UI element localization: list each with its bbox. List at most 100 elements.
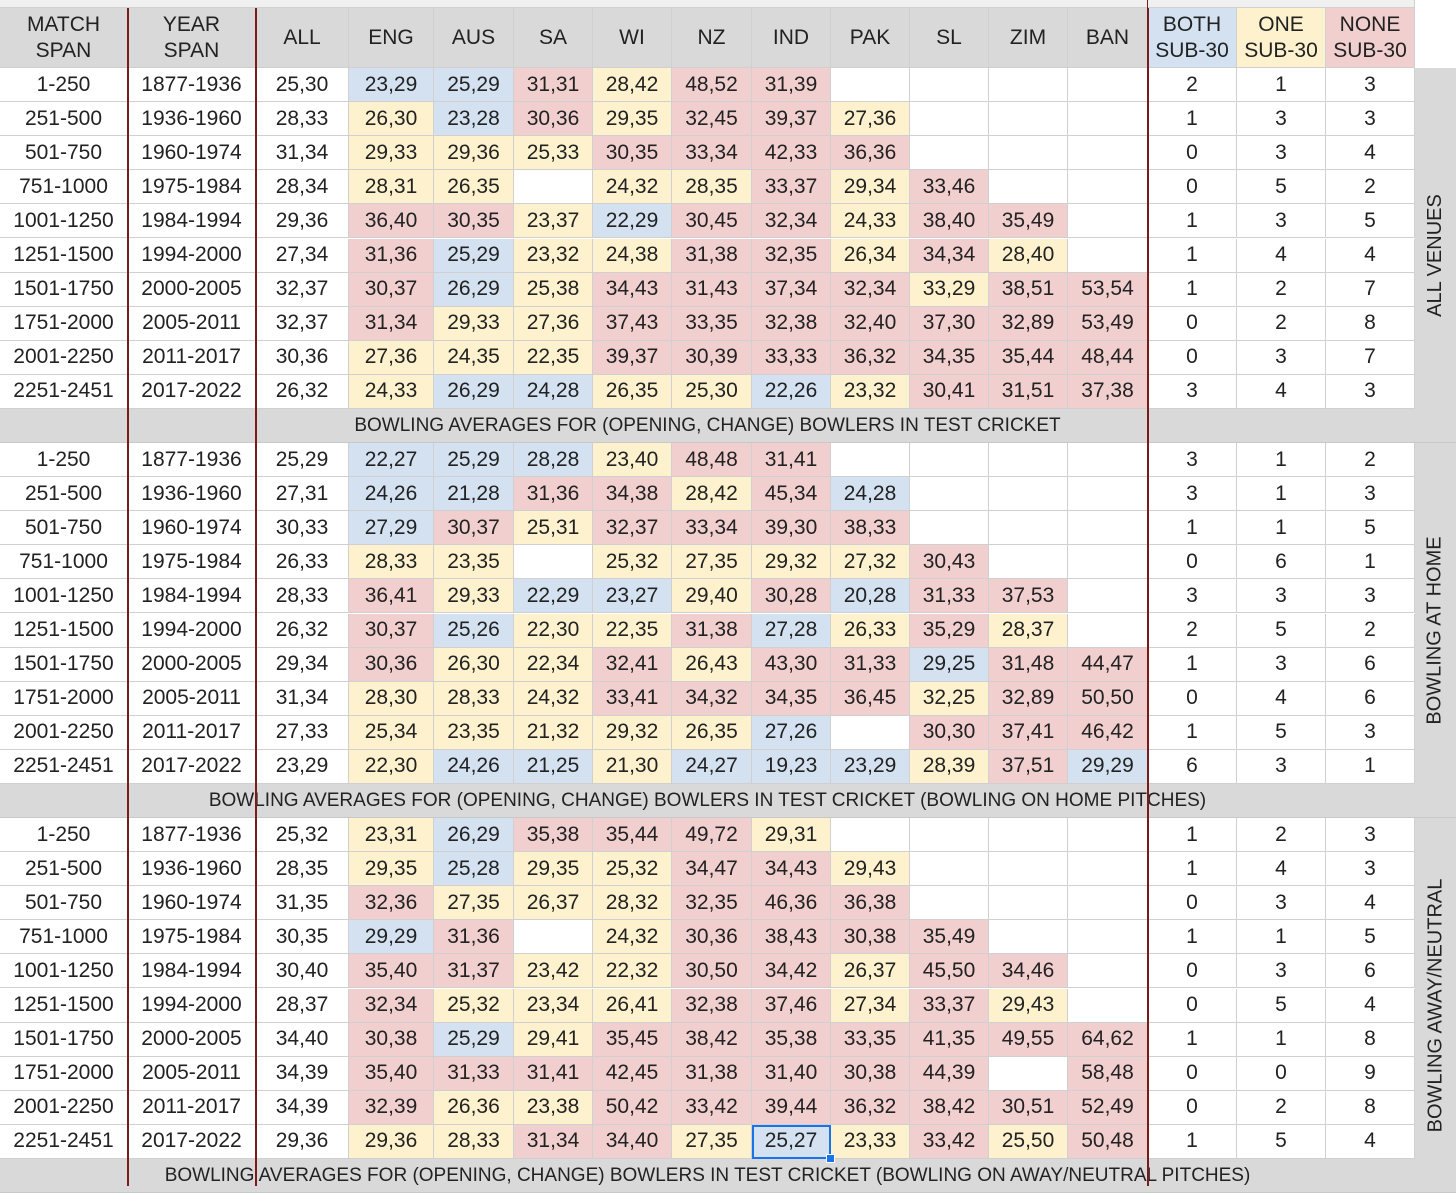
cell-none-sub30[interactable]: 3 <box>1326 477 1415 512</box>
cell-all[interactable]: 26,32 <box>256 613 349 648</box>
cell-year-span[interactable]: 1984-1994 <box>128 954 256 989</box>
cell-one-sub30[interactable]: 3 <box>1237 886 1326 921</box>
cell-all[interactable]: 30,40 <box>256 954 349 989</box>
cell-all[interactable]: 32,37 <box>256 272 349 307</box>
cell-aus[interactable]: 29,33 <box>434 306 514 341</box>
cell-aus[interactable]: 26,29 <box>434 374 514 409</box>
cell-all[interactable]: 25,32 <box>256 818 349 853</box>
cell-ban[interactable]: 37,38 <box>1068 374 1148 409</box>
cell-year-span[interactable]: 2017-2022 <box>128 1124 256 1159</box>
cell-sa[interactable]: 23,38 <box>514 1090 593 1125</box>
cell-aus[interactable]: 27,35 <box>434 886 514 921</box>
cell-sa[interactable]: 31,41 <box>514 1056 593 1091</box>
cell-wi[interactable]: 23,27 <box>593 579 672 614</box>
cell-one-sub30[interactable]: 2 <box>1237 818 1326 853</box>
cell-wi[interactable]: 32,41 <box>593 647 672 682</box>
cell-zim[interactable] <box>989 920 1068 955</box>
cell-zim[interactable]: 29,43 <box>989 988 1068 1023</box>
cell-none-sub30[interactable]: 2 <box>1326 613 1415 648</box>
cell-ind[interactable]: 27,28 <box>752 613 831 648</box>
cell-sl[interactable]: 37,30 <box>910 306 989 341</box>
cell-ban[interactable] <box>1068 818 1148 853</box>
cell-ind[interactable]: 39,30 <box>752 511 831 546</box>
cell-sl[interactable]: 30,30 <box>910 715 989 750</box>
column-header-pak[interactable]: PAK <box>831 8 910 68</box>
cell-none-sub30[interactable]: 7 <box>1326 340 1415 375</box>
cell-match-span[interactable]: 501-750 <box>0 511 128 546</box>
cell-nz[interactable]: 27,35 <box>672 545 752 580</box>
cell-aus[interactable]: 23,28 <box>434 102 514 137</box>
cell-none-sub30[interactable]: 3 <box>1326 818 1415 853</box>
cell-pak[interactable] <box>831 818 910 853</box>
cell-pak[interactable]: 36,36 <box>831 136 910 171</box>
cell-year-span[interactable]: 1994-2000 <box>128 613 256 648</box>
cell-ind[interactable]: 46,36 <box>752 886 831 921</box>
cell-sl[interactable] <box>910 818 989 853</box>
cell-all[interactable]: 27,31 <box>256 477 349 512</box>
cell-aus[interactable]: 26,30 <box>434 647 514 682</box>
cell-sa[interactable]: 30,36 <box>514 102 593 137</box>
column-header-ind[interactable]: IND <box>752 8 831 68</box>
cell-wi[interactable]: 22,32 <box>593 954 672 989</box>
cell-eng[interactable]: 29,33 <box>349 136 434 171</box>
cell-nz[interactable]: 32,38 <box>672 988 752 1023</box>
cell-ind[interactable]: 33,37 <box>752 170 831 205</box>
cell-match-span[interactable]: 2001-2250 <box>0 1090 128 1125</box>
cell-pak[interactable]: 31,33 <box>831 647 910 682</box>
cell-eng[interactable]: 29,29 <box>349 920 434 955</box>
cell-sa[interactable] <box>514 545 593 580</box>
cell-sa[interactable]: 23,37 <box>514 204 593 239</box>
cell-year-span[interactable]: 2017-2022 <box>128 749 256 784</box>
cell-sl[interactable] <box>910 443 989 478</box>
cell-zim[interactable]: 31,51 <box>989 374 1068 409</box>
cell-ind[interactable]: 32,35 <box>752 238 831 273</box>
cell-ind[interactable]: 39,44 <box>752 1090 831 1125</box>
cell-aus[interactable]: 28,33 <box>434 1124 514 1159</box>
cell-nz[interactable]: 29,40 <box>672 579 752 614</box>
cell-ind[interactable]: 31,41 <box>752 443 831 478</box>
cell-match-span[interactable]: 1001-1250 <box>0 204 128 239</box>
cell-all[interactable]: 30,35 <box>256 920 349 955</box>
cell-none-sub30[interactable]: 3 <box>1326 579 1415 614</box>
cell-aus[interactable]: 31,36 <box>434 920 514 955</box>
cell-year-span[interactable]: 1975-1984 <box>128 170 256 205</box>
cell-one-sub30[interactable]: 4 <box>1237 374 1326 409</box>
cell-ban[interactable]: 58,48 <box>1068 1056 1148 1091</box>
fill-handle[interactable] <box>826 1154 835 1163</box>
cell-match-span[interactable]: 2251-2451 <box>0 374 128 409</box>
cell-ban[interactable]: 64,62 <box>1068 1022 1148 1057</box>
cell-ind[interactable]: 32,38 <box>752 306 831 341</box>
cell-zim[interactable]: 38,51 <box>989 272 1068 307</box>
cell-zim[interactable]: 37,51 <box>989 749 1068 784</box>
cell-pak[interactable]: 26,33 <box>831 613 910 648</box>
cell-nz[interactable]: 30,39 <box>672 340 752 375</box>
cell-year-span[interactable]: 1877-1936 <box>128 818 256 853</box>
cell-wi[interactable]: 34,38 <box>593 477 672 512</box>
cell-sl[interactable]: 33,37 <box>910 988 989 1023</box>
cell-eng[interactable]: 32,36 <box>349 886 434 921</box>
cell-both-sub30[interactable]: 0 <box>1148 1056 1237 1091</box>
cell-one-sub30[interactable]: 0 <box>1237 1056 1326 1091</box>
cell-both-sub30[interactable]: 3 <box>1148 374 1237 409</box>
cell-year-span[interactable]: 1936-1960 <box>128 852 256 887</box>
cell-none-sub30[interactable]: 8 <box>1326 1022 1415 1057</box>
cell-one-sub30[interactable]: 5 <box>1237 1124 1326 1159</box>
cell-match-span[interactable]: 251-500 <box>0 852 128 887</box>
cell-aus[interactable]: 31,37 <box>434 954 514 989</box>
cell-zim[interactable]: 37,53 <box>989 579 1068 614</box>
cell-year-span[interactable]: 2000-2005 <box>128 1022 256 1057</box>
cell-sl[interactable]: 29,25 <box>910 647 989 682</box>
cell-nz[interactable]: 30,50 <box>672 954 752 989</box>
cell-ind[interactable]: 37,34 <box>752 272 831 307</box>
cell-both-sub30[interactable]: 1 <box>1148 511 1237 546</box>
cell-sa[interactable]: 21,32 <box>514 715 593 750</box>
cell-both-sub30[interactable]: 1 <box>1148 272 1237 307</box>
cell-zim[interactable]: 28,40 <box>989 238 1068 273</box>
cell-all[interactable]: 31,34 <box>256 136 349 171</box>
cell-one-sub30[interactable]: 5 <box>1237 988 1326 1023</box>
cell-aus[interactable]: 26,29 <box>434 818 514 853</box>
cell-one-sub30[interactable]: 1 <box>1237 477 1326 512</box>
cell-sa[interactable]: 23,42 <box>514 954 593 989</box>
cell-none-sub30[interactable]: 2 <box>1326 170 1415 205</box>
cell-match-span[interactable]: 2251-2451 <box>0 749 128 784</box>
